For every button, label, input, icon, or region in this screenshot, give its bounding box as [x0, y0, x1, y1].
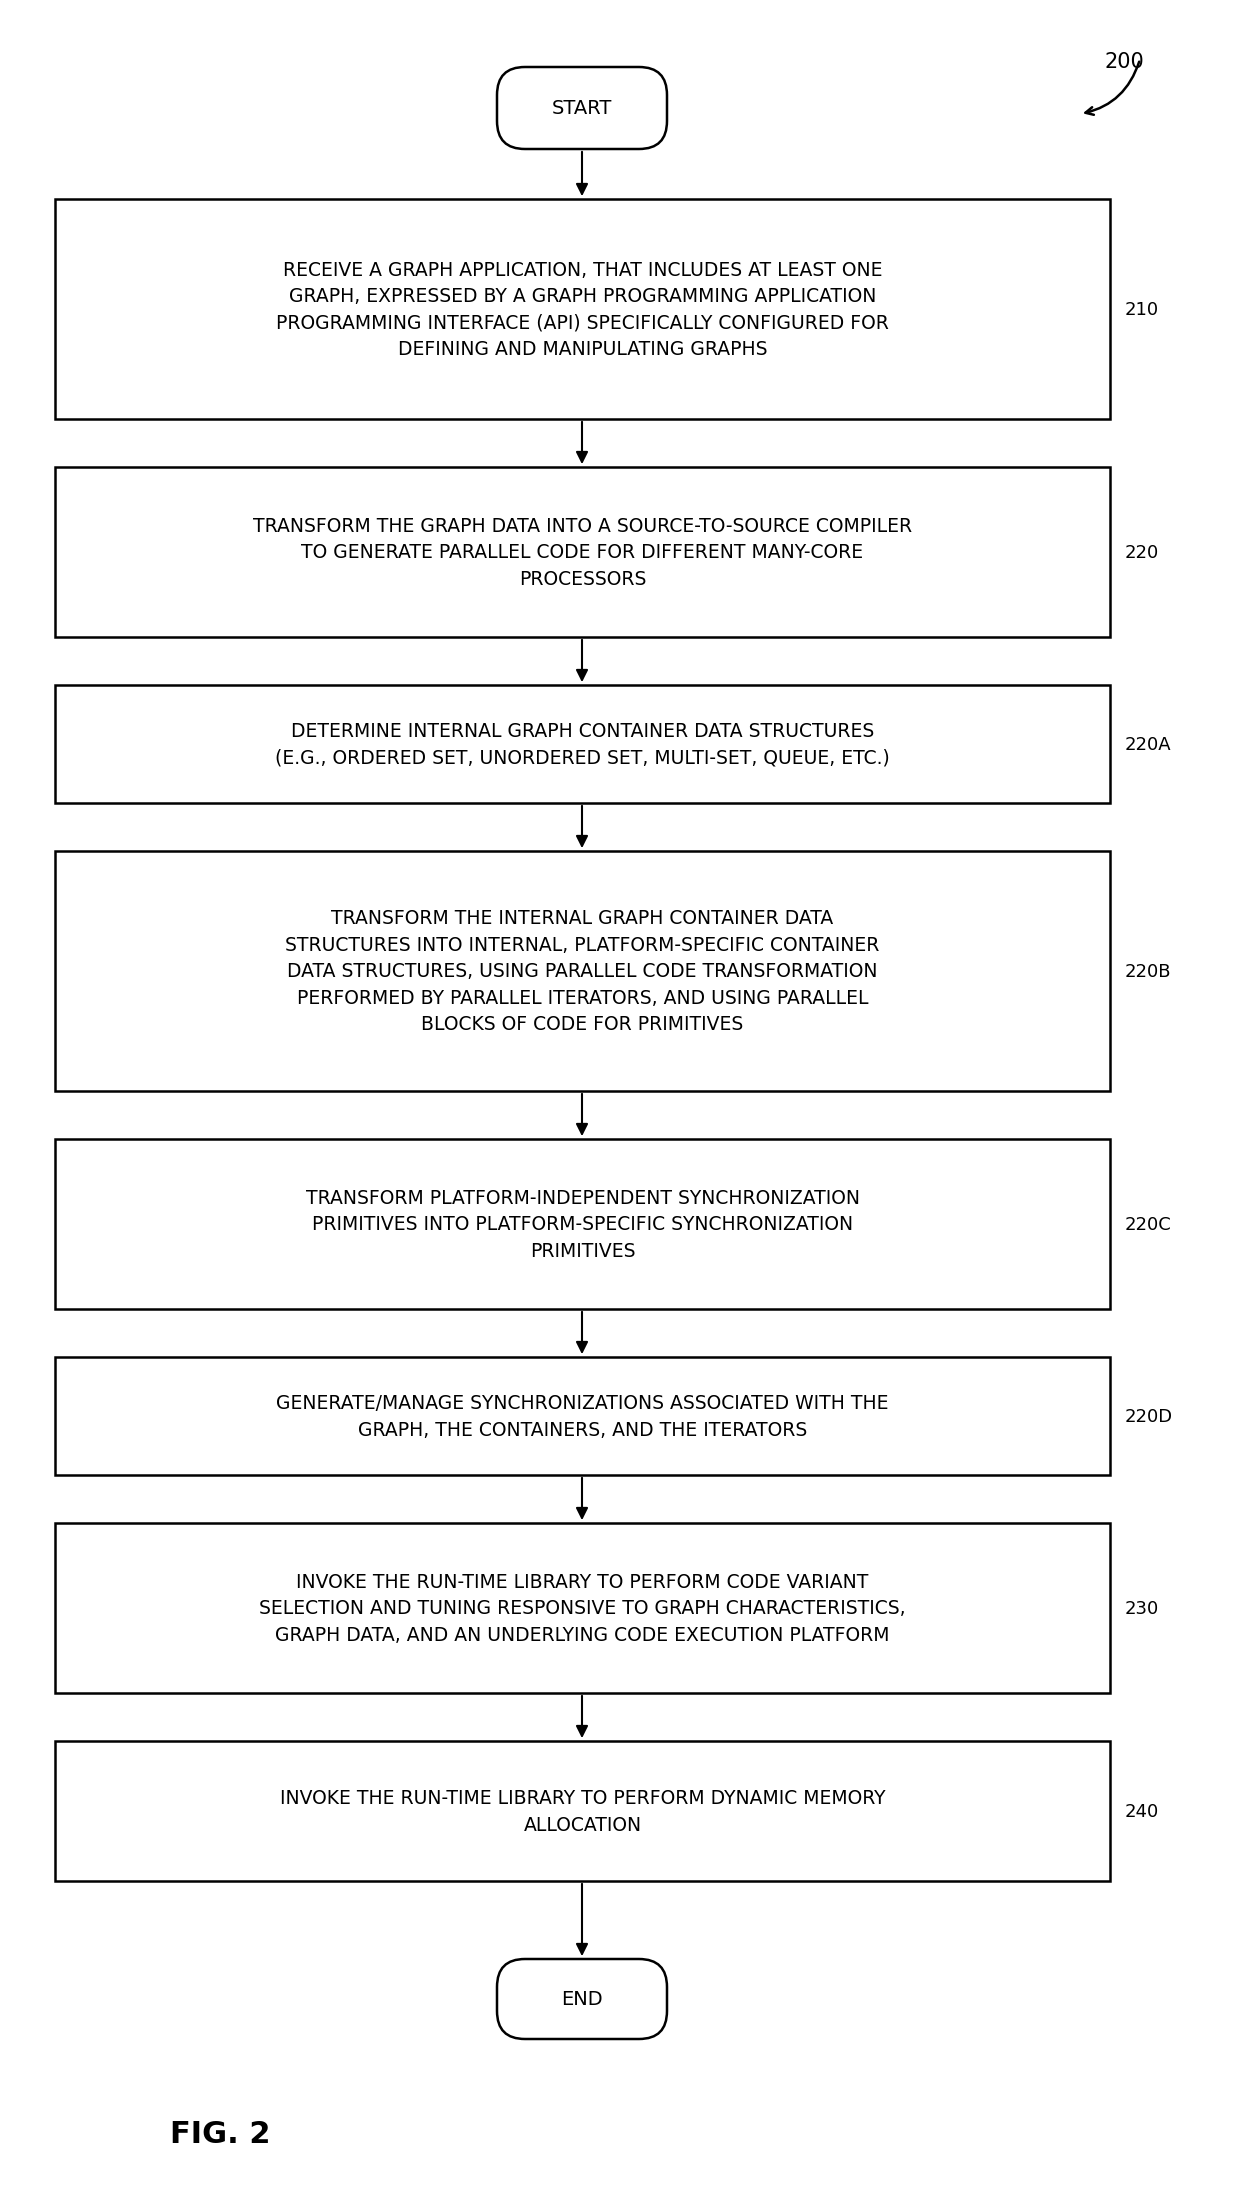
- Bar: [55, 686, 1110, 803]
- Text: FIG. 2: FIG. 2: [170, 2120, 270, 2148]
- Bar: [55, 1357, 1110, 1476]
- Text: INVOKE THE RUN-TIME LIBRARY TO PERFORM CODE VARIANT
SELECTION AND TUNING RESPONS: INVOKE THE RUN-TIME LIBRARY TO PERFORM C…: [259, 1572, 905, 1645]
- Bar: [55, 851, 1110, 1091]
- Text: END: END: [562, 1990, 603, 2008]
- Bar: [55, 1742, 1110, 1880]
- Text: 210: 210: [1125, 301, 1159, 319]
- Text: 240: 240: [1125, 1803, 1159, 1821]
- FancyBboxPatch shape: [552, 1959, 613, 2038]
- Bar: [55, 200, 1110, 420]
- Text: GENERATE/MANAGE SYNCHRONIZATIONS ASSOCIATED WITH THE
GRAPH, THE CONTAINERS, AND : GENERATE/MANAGE SYNCHRONIZATIONS ASSOCIA…: [277, 1394, 889, 1438]
- Text: 220A: 220A: [1125, 737, 1172, 754]
- FancyBboxPatch shape: [497, 68, 667, 150]
- Text: 220: 220: [1125, 543, 1159, 561]
- FancyBboxPatch shape: [552, 68, 613, 150]
- Text: 220B: 220B: [1125, 963, 1172, 981]
- Bar: [55, 1524, 1110, 1693]
- Text: TRANSFORM THE GRAPH DATA INTO A SOURCE-TO-SOURCE COMPILER
TO GENERATE PARALLEL C: TRANSFORM THE GRAPH DATA INTO A SOURCE-T…: [253, 517, 913, 589]
- Text: DETERMINE INTERNAL GRAPH CONTAINER DATA STRUCTURES
(E.G., ORDERED SET, UNORDERED: DETERMINE INTERNAL GRAPH CONTAINER DATA …: [275, 721, 890, 767]
- Text: 230: 230: [1125, 1599, 1159, 1616]
- Bar: [55, 468, 1110, 638]
- Text: TRANSFORM PLATFORM-INDEPENDENT SYNCHRONIZATION
PRIMITIVES INTO PLATFORM-SPECIFIC: TRANSFORM PLATFORM-INDEPENDENT SYNCHRONI…: [305, 1187, 859, 1260]
- Text: 220C: 220C: [1125, 1216, 1172, 1234]
- Bar: [55, 1139, 1110, 1308]
- Text: TRANSFORM THE INTERNAL GRAPH CONTAINER DATA
STRUCTURES INTO INTERNAL, PLATFORM-S: TRANSFORM THE INTERNAL GRAPH CONTAINER D…: [285, 908, 879, 1034]
- FancyBboxPatch shape: [497, 1959, 667, 2038]
- Text: START: START: [552, 99, 613, 119]
- Text: 220D: 220D: [1125, 1407, 1173, 1425]
- Text: 200: 200: [1105, 53, 1145, 73]
- Text: RECEIVE A GRAPH APPLICATION, THAT INCLUDES AT LEAST ONE
GRAPH, EXPRESSED BY A GR: RECEIVE A GRAPH APPLICATION, THAT INCLUD…: [277, 262, 889, 358]
- Text: INVOKE THE RUN-TIME LIBRARY TO PERFORM DYNAMIC MEMORY
ALLOCATION: INVOKE THE RUN-TIME LIBRARY TO PERFORM D…: [280, 1788, 885, 1834]
